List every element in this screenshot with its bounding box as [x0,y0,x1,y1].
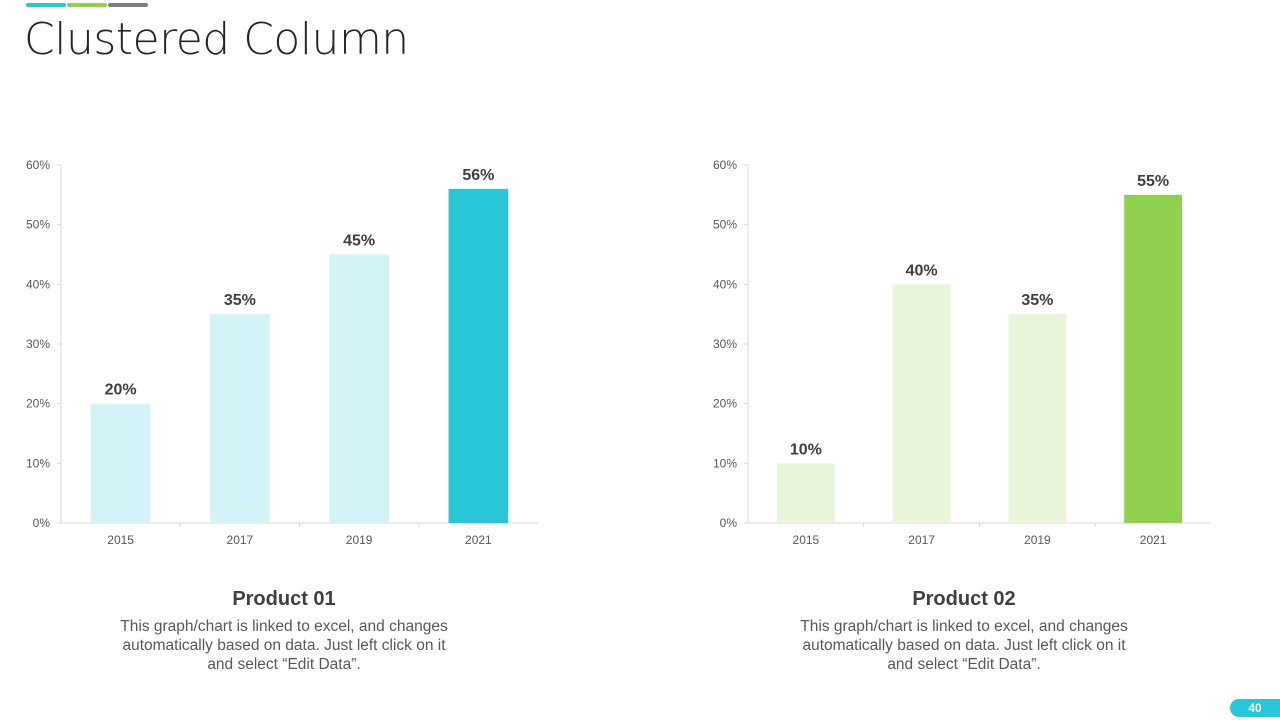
caption-title: Product 02 [912,588,1016,610]
x-tick-label: 2019 [346,533,373,547]
y-tick-label: 30% [26,337,50,351]
x-tick-label: 2021 [465,533,492,547]
x-tick-label: 2015 [107,533,134,547]
y-tick-label: 10% [713,456,737,470]
caption-product-02: Product 02 This graph/chart is linked to… [764,588,1164,674]
y-tick-label: 60% [713,158,737,172]
bar-2021[interactable] [448,188,509,523]
data-label-2015: 20% [105,382,137,399]
y-tick-label: 30% [713,337,737,351]
y-tick-label: 50% [26,218,50,232]
page-number-badge: 40 [1230,699,1280,717]
x-tick-label: 2019 [1024,533,1051,547]
caption-product-01: Product 01 This graph/chart is linked to… [84,588,484,674]
y-tick-label: 20% [26,397,50,411]
y-tick-label: 20% [713,397,737,411]
x-tick-label: 2021 [1140,533,1167,547]
bar-2015[interactable] [90,403,151,523]
data-label-2017: 40% [906,262,938,279]
bar-2021[interactable] [1124,194,1183,524]
y-tick-label: 50% [713,218,737,232]
caption-text: This graph/chart is linked to excel, and… [120,618,448,673]
chart-product-01[interactable]: 0% 10% 20% 30% 40% 50% 60% 20% 2015 35% 2017 45% 201… [0,150,560,560]
data-label-2015: 10% [790,441,822,458]
data-label-2017: 35% [224,292,256,309]
accent-bar-green [67,3,107,7]
x-tick-label: 2017 [227,533,254,547]
x-tick-label: 2015 [793,533,820,547]
bar-2019[interactable] [329,254,389,524]
chart-svg-product-01: 0% 10% 20% 30% 40% 50% 60% 20% 2015 35% 2017 45% 201… [26,158,538,547]
data-label-2021: 56% [462,167,494,184]
accent-bar-cyan [26,3,66,7]
data-label-2021: 55% [1137,173,1169,190]
y-tick-label: 0% [720,516,738,530]
data-label-2019: 45% [343,233,375,250]
bar-2015[interactable] [776,463,835,523]
chart-product-02[interactable]: 0% 10% 20% 30% 40% 50% 60% 10% 2015 40% 2017 35% 201… [686,150,1246,560]
y-tick-label: 40% [26,277,50,291]
y-tick-label: 0% [33,516,51,530]
caption-text: This graph/chart is linked to excel, and… [800,618,1128,673]
x-tick-label: 2017 [908,533,935,547]
caption-title: Product 01 [232,588,336,610]
accent-bar-gray [108,3,148,7]
bar-2017[interactable] [210,314,270,523]
y-tick-label: 60% [26,158,50,172]
bar-2019[interactable] [1008,314,1067,523]
data-label-2019: 35% [1021,292,1053,309]
bar-2017[interactable] [892,284,951,523]
page-title: Clustered Column [24,14,409,65]
y-tick-label: 40% [713,277,737,291]
chart-svg-product-02: 0% 10% 20% 30% 40% 50% 60% 10% 2015 40% 2017 35% 201… [713,158,1211,547]
y-tick-label: 10% [26,456,50,470]
